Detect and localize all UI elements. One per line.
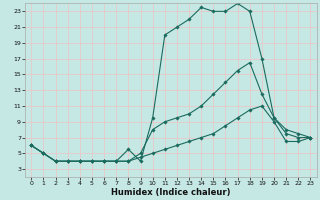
X-axis label: Humidex (Indice chaleur): Humidex (Indice chaleur) xyxy=(111,188,231,197)
